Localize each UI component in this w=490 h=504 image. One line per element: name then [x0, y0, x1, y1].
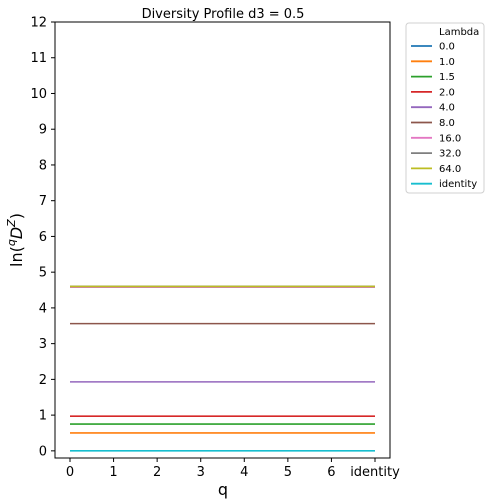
y-tick-label: 5	[39, 266, 47, 281]
x-tick-label: 0	[66, 465, 74, 480]
y-tick-label: 12	[30, 16, 47, 31]
plot-frame	[54, 21, 391, 459]
y-tick-label: 0	[39, 444, 47, 459]
y-tick-label: 3	[39, 337, 47, 352]
x-tick-label: 2	[153, 465, 161, 480]
legend-label: 2.0	[439, 87, 455, 98]
legend-label: identity	[439, 179, 477, 190]
y-tick-label: 2	[39, 373, 47, 388]
y-tick-label: 8	[39, 158, 47, 173]
chart-title: Diversity Profile d3 = 0.5	[142, 7, 305, 22]
x-tick-label: 5	[284, 465, 292, 480]
y-tick-label: 1	[39, 409, 47, 424]
y-tick-label: 6	[39, 230, 47, 245]
y-axis-label: ln(qDZ)	[5, 213, 26, 267]
y-tick-label: 7	[39, 194, 47, 209]
x-axis-label: q	[218, 480, 228, 499]
x-tick-label: 4	[240, 465, 248, 480]
x-tick-label: 6	[327, 465, 335, 480]
legend: Lambda 0.0 1.0 1.5 2.0 4.0 8.0 16.0 32.0 64.0 ide…	[405, 22, 485, 194]
x-tick-label: 1	[109, 465, 117, 480]
x-axis: 0 1 2 3 4 5 6 identity	[66, 458, 400, 480]
legend-label: 8.0	[439, 118, 455, 129]
legend-label: 32.0	[439, 149, 461, 160]
legend-items: 0.0 1.0 1.5 2.0 4.0 8.0 16.0 32.0 64.0 identity	[411, 42, 477, 190]
y-tick-label: 11	[30, 51, 47, 66]
legend-title: Lambda	[439, 27, 479, 38]
x-tick-label: 3	[197, 465, 205, 480]
legend-label: 4.0	[439, 103, 455, 114]
legend-label: 1.0	[439, 57, 455, 68]
legend-label: 64.0	[439, 164, 461, 175]
legend-label: 16.0	[439, 133, 461, 144]
series-layer	[70, 285, 375, 452]
y-tick-label: 4	[39, 301, 47, 316]
y-tick-label: 9	[39, 123, 47, 138]
x-tick-label: identity	[350, 465, 400, 480]
y-tick-label: 10	[30, 87, 47, 102]
legend-label: 1.5	[439, 72, 455, 83]
legend-label: 0.0	[439, 42, 455, 53]
legend-frame	[405, 22, 485, 194]
